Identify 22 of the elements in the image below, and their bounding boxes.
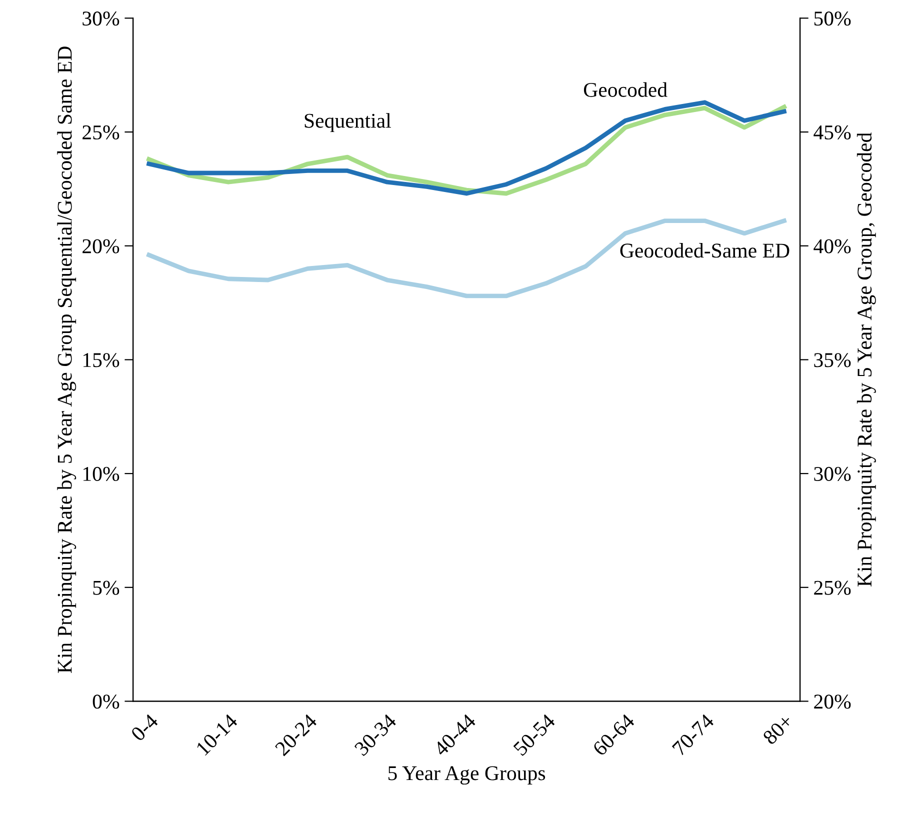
y2-tick-label: 25% <box>814 580 851 595</box>
y2-tick-label: 45% <box>814 125 851 140</box>
y-tick-label: 20% <box>82 239 120 254</box>
y-tick-label: 0% <box>92 694 120 709</box>
y-tick-label: 30% <box>82 12 120 26</box>
y-tick-label: 10% <box>83 466 120 482</box>
y-axis-title: Kin Propinquity Rate by 5 Year Age Group Sequential/Geocoded Same ED <box>57 46 76 673</box>
y2-tick-label: 35% <box>814 353 851 368</box>
x-tick-label: 80+ <box>762 714 794 746</box>
y2-tick-label: 40% <box>814 239 851 254</box>
y2-tick-label: 30% <box>814 466 851 482</box>
y-tick-label: 5% <box>93 580 120 595</box>
series-label: Geocoded-Same ED <box>620 243 790 258</box>
x-axis-title: 5 Year Age Groups <box>388 766 546 785</box>
y-tick-label: 25% <box>82 125 120 140</box>
x-tick-label: 0-4 <box>130 713 160 742</box>
y-tick-label: 15% <box>83 353 120 368</box>
y2-tick-label: 20% <box>814 694 851 709</box>
series-label: Geocoded <box>584 82 668 97</box>
series-label: Sequential <box>304 113 391 132</box>
y2-axis-title: Kin Propinquity Rate by 5 Year Age Group, Geocoded <box>856 132 876 587</box>
y2-tick-label: 50% <box>814 12 851 26</box>
